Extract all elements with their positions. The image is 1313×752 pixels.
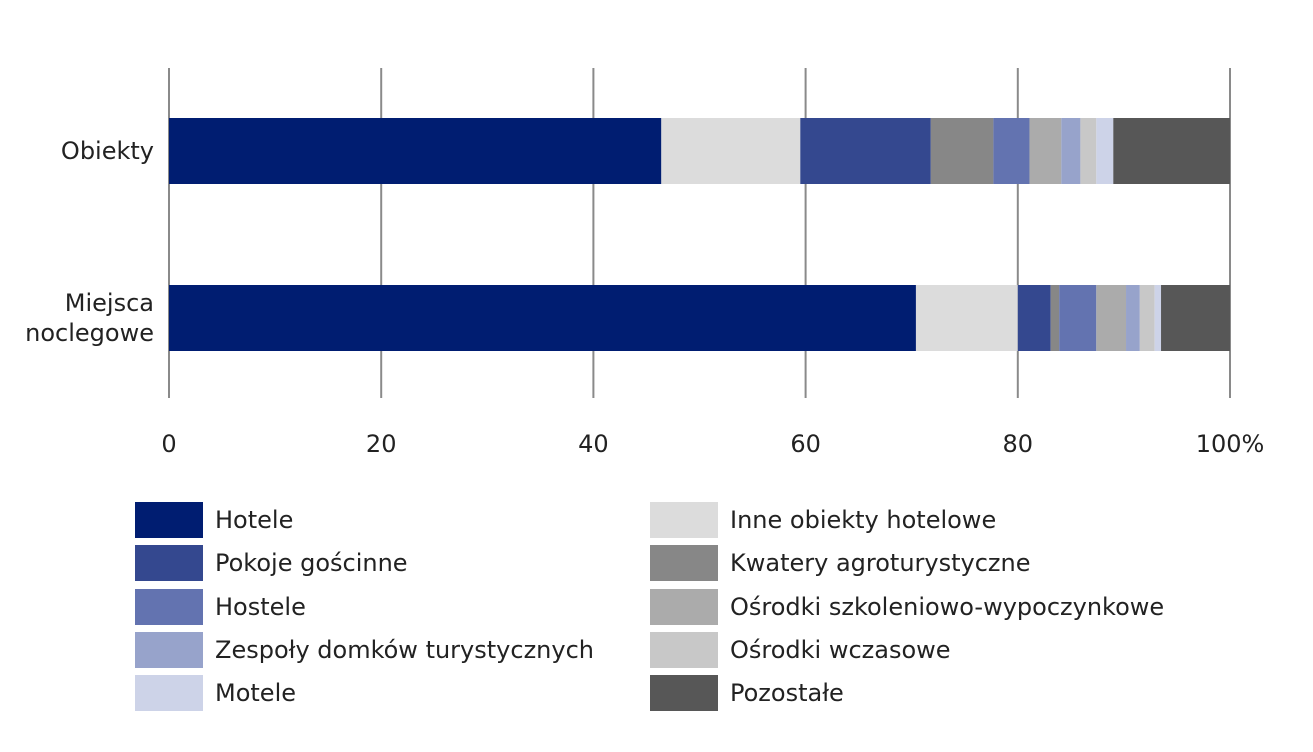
legend-swatch <box>650 675 718 711</box>
x-tick-label: 0 <box>161 430 176 458</box>
bar-segment <box>1113 118 1230 184</box>
legend-label: Inne obiekty hotelowe <box>730 506 997 534</box>
legend-label: Hotele <box>215 506 294 534</box>
legend-item: Hotele <box>135 502 293 538</box>
bar-segment <box>1050 285 1060 351</box>
legend-label: Zespoły domków turystycznych <box>215 636 594 664</box>
legend-item: Zespoły domków turystycznych <box>135 632 594 668</box>
legend-label: Pokoje gościnne <box>215 549 408 577</box>
bar-segment <box>169 285 916 351</box>
legend-label: Ośrodki wczasowe <box>730 636 951 664</box>
legend-item: Pozostałe <box>650 675 844 711</box>
legend-item: Kwatery agroturystyczne <box>650 545 1031 581</box>
bar-segment <box>1096 118 1114 184</box>
legend-label: Ośrodki szkoleniowo-wypoczynkowe <box>730 593 1165 621</box>
bar-segment <box>1059 285 1097 351</box>
x-tick-label: 20 <box>366 430 397 458</box>
legend-swatch <box>135 632 203 668</box>
bar-segment <box>1154 285 1162 351</box>
legend-label: Kwatery agroturystyczne <box>730 549 1031 577</box>
legend-label: Pozostałe <box>730 679 844 707</box>
bar-segment <box>1139 285 1155 351</box>
bar-segment <box>993 118 1030 184</box>
bar-segment <box>915 285 1018 351</box>
legend-swatch <box>135 545 203 581</box>
x-axis-ticks: 0 20 40 60 80 100% <box>161 430 1264 458</box>
category-label: Miejsca <box>65 289 154 317</box>
legend-swatch <box>650 589 718 625</box>
legend-swatch <box>650 632 718 668</box>
x-tick-label: 100% <box>1196 430 1265 458</box>
bars <box>169 118 1230 351</box>
bar-segment <box>1096 285 1127 351</box>
legend-item: Ośrodki wczasowe <box>650 632 951 668</box>
legend-item: Motele <box>135 675 296 711</box>
legend-swatch <box>135 502 203 538</box>
x-tick-label: 40 <box>578 430 609 458</box>
legend-item: Hostele <box>135 589 306 625</box>
legend-swatch <box>135 589 203 625</box>
bar-segment <box>169 118 662 184</box>
legend-swatch <box>650 502 718 538</box>
bar-segment <box>1017 285 1051 351</box>
legend-label: Hostele <box>215 593 306 621</box>
x-tick-label: 60 <box>790 430 821 458</box>
bar-segment <box>1061 118 1081 184</box>
bar-segment <box>1080 118 1097 184</box>
legend-item: Ośrodki szkoleniowo-wypoczynkowe <box>650 589 1164 625</box>
legend-item: Pokoje gościnne <box>135 545 408 581</box>
legend-label: Motele <box>215 679 296 707</box>
legend-swatch <box>135 675 203 711</box>
category-label: Obiekty <box>61 137 154 165</box>
bar-segment <box>800 118 931 184</box>
bar-segment <box>661 118 801 184</box>
bar-segment <box>930 118 994 184</box>
x-tick-label: 80 <box>1003 430 1034 458</box>
bar-segment <box>1126 285 1140 351</box>
legend-item: Inne obiekty hotelowe <box>650 502 996 538</box>
bar-segment <box>1029 118 1062 184</box>
category-label: noclegowe <box>25 319 154 347</box>
legend-swatch <box>650 545 718 581</box>
bar-segment <box>1161 285 1230 351</box>
